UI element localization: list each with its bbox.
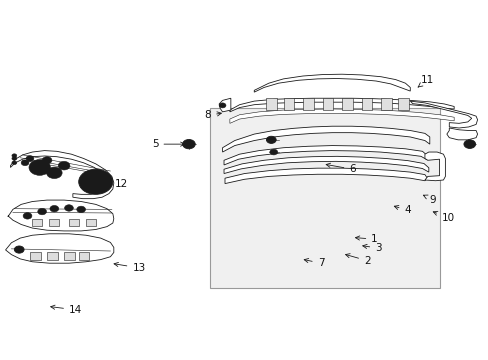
Polygon shape [254, 74, 409, 92]
Text: 1: 1 [355, 234, 377, 244]
Text: 6: 6 [325, 163, 355, 174]
Polygon shape [86, 219, 96, 226]
Polygon shape [219, 98, 230, 112]
Polygon shape [32, 219, 42, 226]
Polygon shape [64, 252, 75, 260]
Text: 2: 2 [345, 254, 370, 266]
Circle shape [269, 149, 277, 155]
Polygon shape [341, 98, 352, 110]
Polygon shape [303, 98, 313, 110]
Polygon shape [380, 98, 391, 110]
Text: 7: 7 [304, 258, 324, 268]
Polygon shape [224, 156, 428, 174]
Polygon shape [229, 109, 453, 123]
Polygon shape [30, 252, 41, 260]
Circle shape [64, 205, 73, 211]
Circle shape [182, 139, 195, 149]
Circle shape [14, 246, 24, 253]
Circle shape [42, 157, 52, 164]
Text: 13: 13 [114, 262, 145, 273]
Polygon shape [424, 152, 445, 181]
Circle shape [12, 157, 17, 160]
Polygon shape [8, 200, 114, 231]
Text: 10: 10 [432, 211, 454, 222]
Polygon shape [5, 234, 114, 263]
Circle shape [79, 169, 113, 194]
Circle shape [21, 160, 29, 166]
Polygon shape [47, 252, 58, 260]
Polygon shape [446, 128, 477, 140]
Text: 4: 4 [393, 206, 410, 216]
Polygon shape [224, 145, 427, 165]
Polygon shape [397, 98, 408, 110]
Polygon shape [69, 219, 79, 226]
Polygon shape [229, 98, 453, 112]
Circle shape [266, 136, 276, 143]
Circle shape [50, 206, 59, 212]
Polygon shape [49, 219, 59, 226]
Circle shape [26, 156, 34, 161]
Text: 9: 9 [423, 195, 435, 205]
Text: 8: 8 [204, 111, 221, 121]
Circle shape [463, 140, 475, 148]
Polygon shape [409, 101, 477, 128]
Circle shape [46, 167, 62, 179]
Polygon shape [266, 98, 277, 110]
Polygon shape [322, 98, 332, 110]
Polygon shape [361, 98, 371, 110]
Circle shape [219, 103, 225, 108]
Text: 3: 3 [362, 243, 381, 253]
Polygon shape [222, 126, 429, 152]
Polygon shape [79, 252, 89, 260]
Polygon shape [10, 150, 114, 199]
Text: 14: 14 [51, 305, 82, 315]
Circle shape [38, 208, 46, 215]
Text: 12: 12 [106, 179, 128, 189]
Text: 5: 5 [152, 139, 184, 149]
Circle shape [12, 161, 17, 165]
Circle shape [29, 159, 50, 175]
Circle shape [12, 154, 17, 157]
Polygon shape [224, 168, 427, 184]
Circle shape [23, 213, 32, 219]
Circle shape [77, 206, 85, 213]
Circle shape [16, 247, 22, 252]
FancyBboxPatch shape [210, 108, 439, 288]
Text: 11: 11 [417, 75, 433, 87]
Polygon shape [283, 98, 294, 110]
Circle shape [58, 161, 70, 170]
